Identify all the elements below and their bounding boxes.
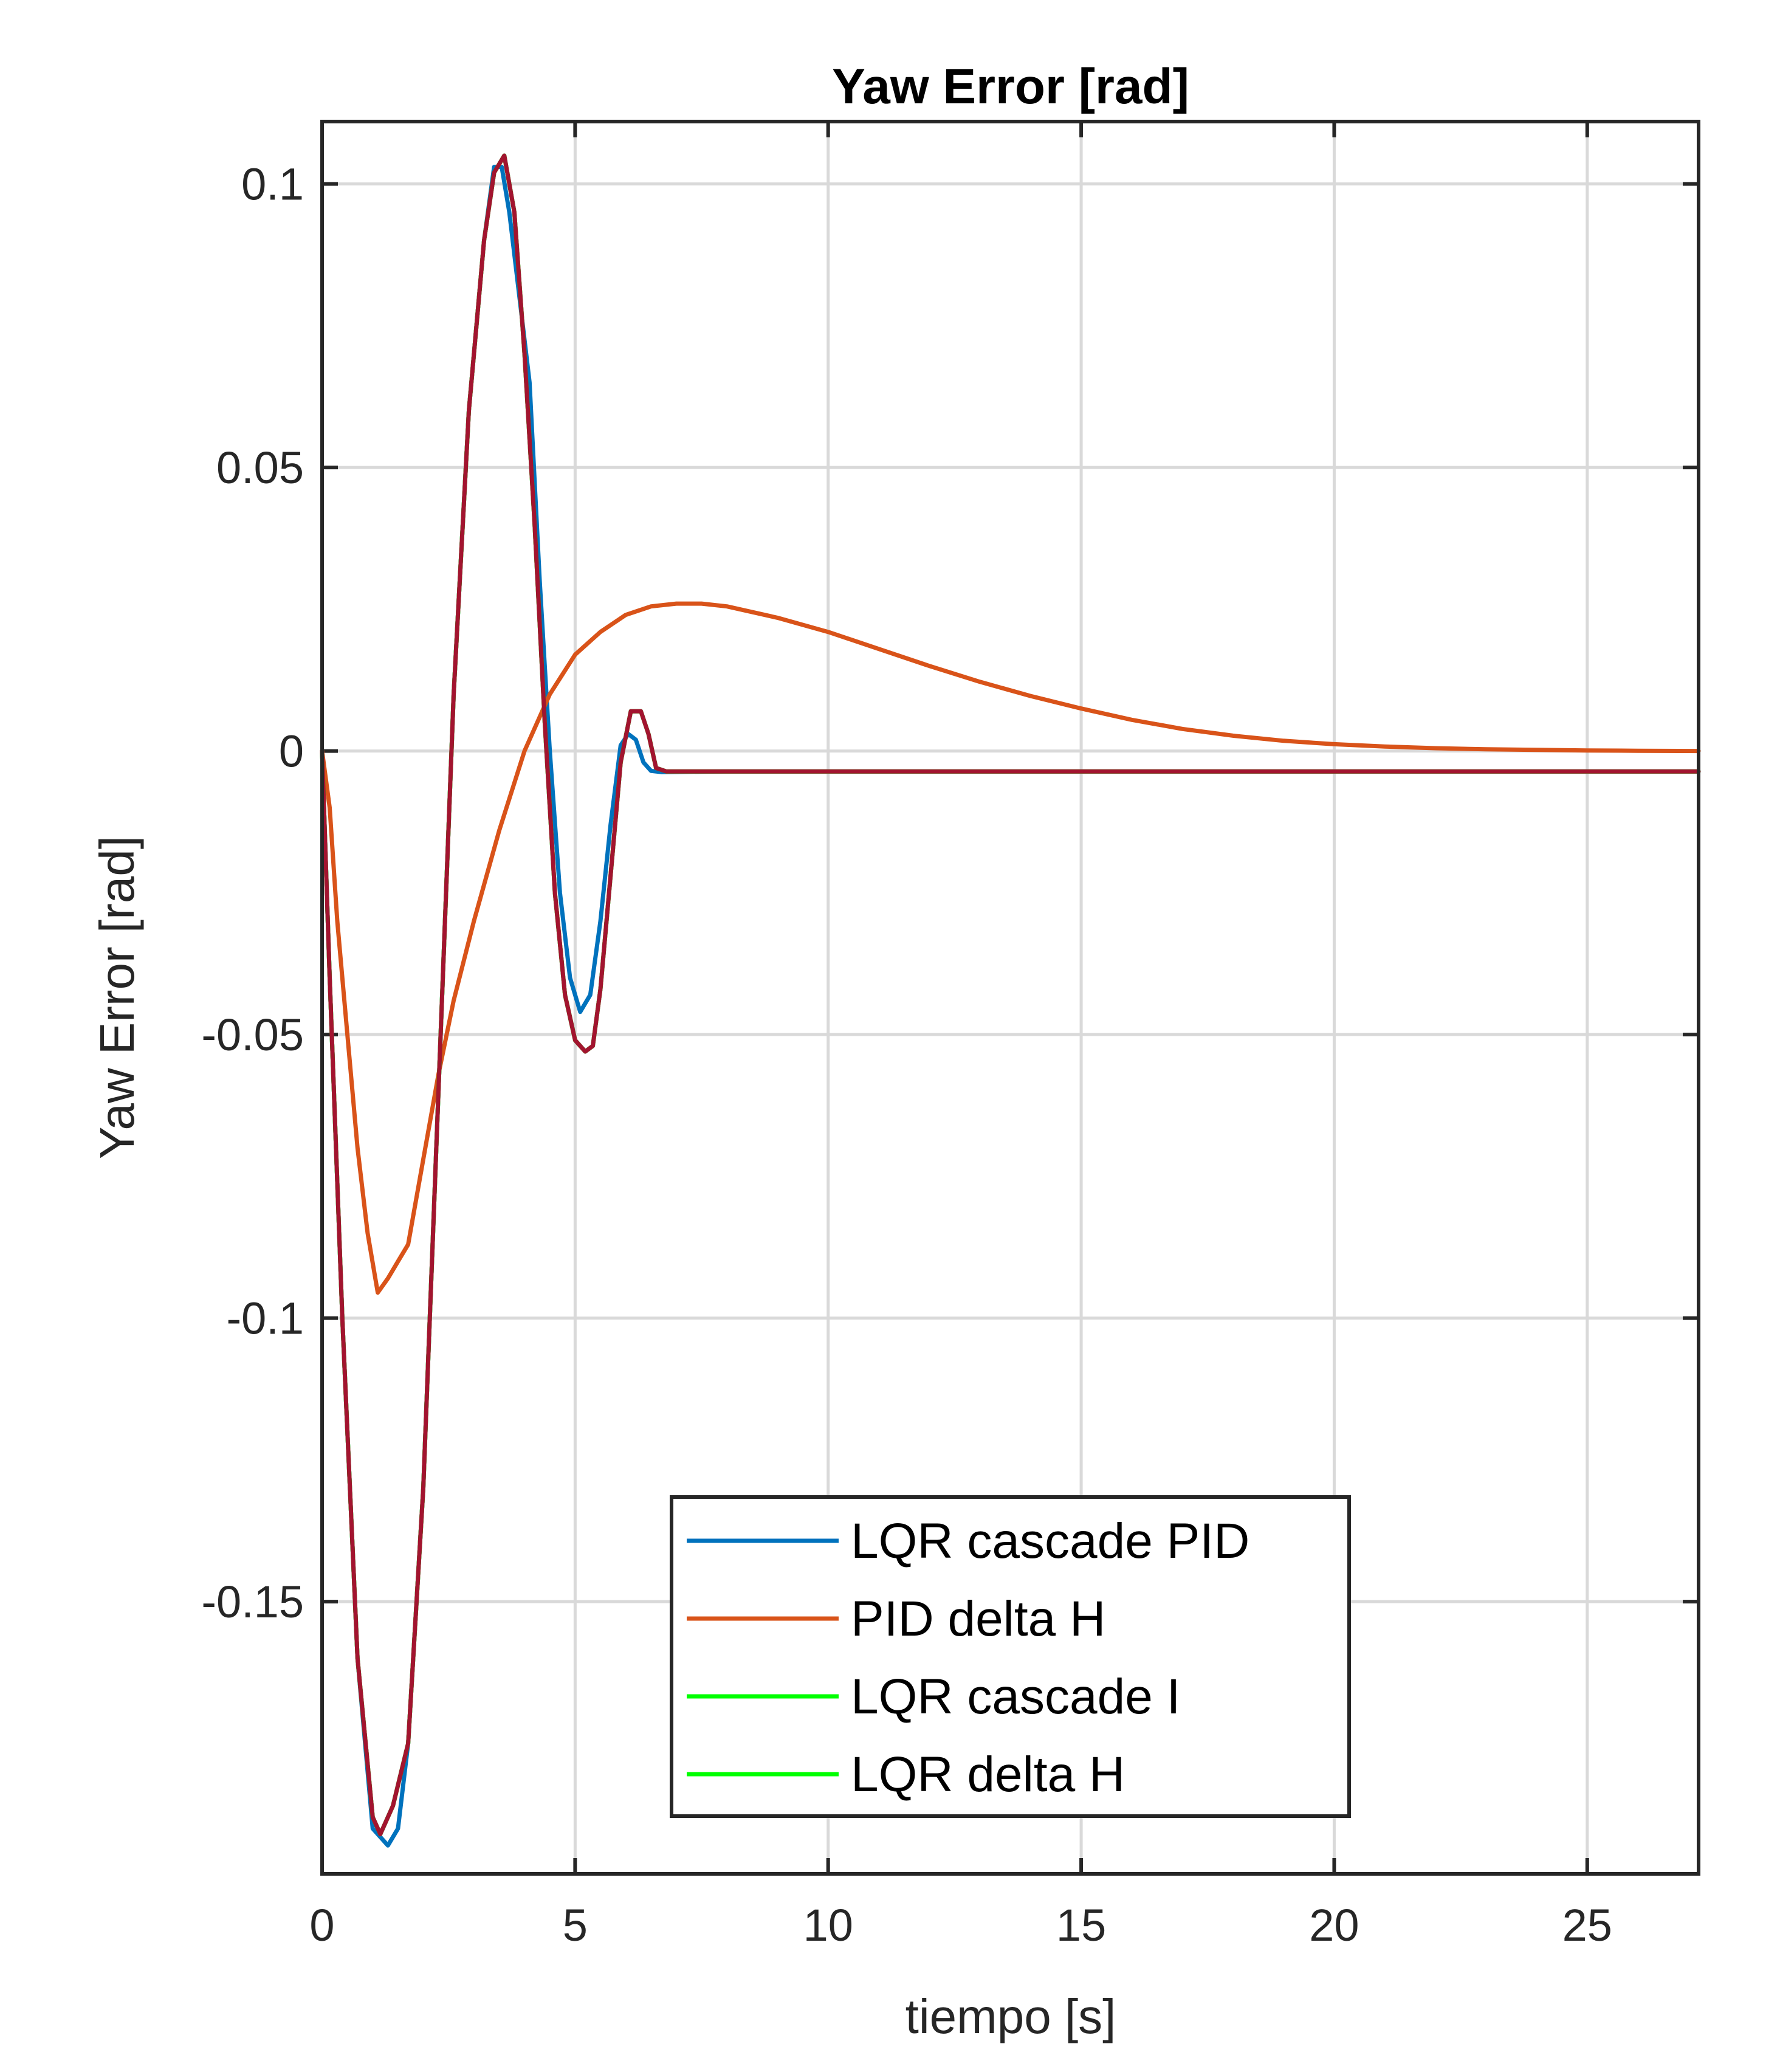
y-tick-label: -0.1 <box>226 1293 304 1344</box>
series-line-5 <box>320 153 1701 1837</box>
y-tick-label: -0.05 <box>201 1010 304 1060</box>
series-lines <box>320 153 1701 1848</box>
x-tick-label: 10 <box>803 1900 853 1950</box>
y-tick-label: 0.05 <box>216 442 304 493</box>
legend-box <box>670 1495 1351 1818</box>
y-tick-label: -0.15 <box>201 1577 304 1627</box>
x-tick-label: 0 <box>309 1900 334 1950</box>
series-line-lqr-cascade-pid <box>320 165 1701 1848</box>
x-axis-label: tiempo [s] <box>905 1989 1116 2043</box>
series-line-pid-delta-h <box>320 601 1701 1295</box>
x-tick-label: 25 <box>1562 1900 1612 1950</box>
y-axis-ticks: 0.1 0.05 0 -0.05 -0.1 -0.15 <box>201 159 1699 1627</box>
y-axis-label: Yaw Error [rad] <box>90 836 144 1159</box>
x-tick-label: 20 <box>1309 1900 1359 1950</box>
y-tick-label: 0.1 <box>241 159 304 210</box>
legend: LQR cascade PID PID delta H LQR cascade I L… <box>670 1495 1351 1818</box>
axes-box <box>320 120 1700 1876</box>
legend-entry-label: LQR cascade I <box>851 1669 1180 1724</box>
chart-title: Yaw Error [rad] <box>832 59 1189 114</box>
x-tick-label: 15 <box>1056 1900 1106 1950</box>
legend-entry-label: LQR delta H <box>851 1747 1125 1802</box>
x-axis-ticks: 0 5 10 15 20 25 <box>309 122 1612 1950</box>
x-tick-label: 5 <box>563 1900 588 1950</box>
y-tick-label: 0 <box>279 726 304 777</box>
legend-entry-label: LQR cascade PID <box>851 1513 1249 1569</box>
legend-entry-label: PID delta H <box>851 1591 1105 1647</box>
